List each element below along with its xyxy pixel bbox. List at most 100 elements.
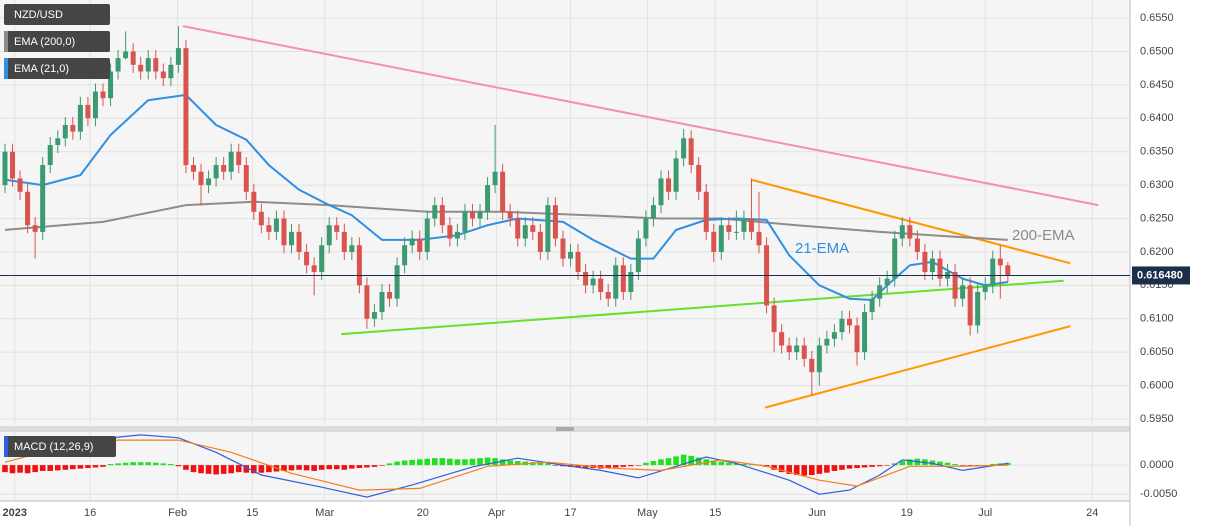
candle-body: [266, 225, 272, 232]
candle-body: [711, 231, 717, 252]
macd-histogram-bar: [62, 465, 69, 470]
macd-histogram-bar: [959, 465, 966, 466]
candle-body: [877, 285, 883, 299]
macd-histogram-bar: [771, 465, 777, 470]
candle-body: [236, 151, 242, 166]
candle-body: [251, 191, 257, 212]
candle-body: [794, 345, 800, 353]
candle-body: [379, 292, 385, 313]
candle-body: [40, 165, 46, 232]
candle-body: [108, 71, 114, 99]
candle-body: [485, 185, 491, 212]
candle-body: [982, 285, 988, 293]
candle-body: [10, 151, 16, 179]
candle-body: [326, 225, 332, 246]
last-price-tag: [1132, 266, 1190, 285]
candle-body: [289, 231, 295, 246]
macd-histogram-bar: [70, 465, 76, 470]
macd-histogram-bar: [100, 465, 106, 467]
candle-body: [515, 218, 521, 239]
candle-body: [703, 191, 709, 232]
macd-histogram-bar: [952, 463, 958, 466]
legend-box: [4, 58, 110, 79]
candle-body: [462, 211, 468, 232]
macd-histogram-bar: [326, 465, 333, 470]
candle-body: [394, 265, 400, 299]
macd-histogram-bar: [846, 465, 853, 469]
candle-body: [160, 71, 166, 79]
macd-histogram-bar: [748, 464, 755, 466]
candle-body: [304, 251, 310, 266]
macd-histogram-bar: [824, 465, 830, 473]
candle-body: [748, 218, 754, 232]
macd-histogram-bar: [115, 463, 121, 466]
candle-body: [884, 278, 890, 286]
macd-histogram-bar: [371, 465, 378, 467]
x-tick-label: 2023: [3, 507, 27, 519]
macd-histogram-bar: [741, 463, 747, 466]
macd-histogram-bar: [107, 463, 114, 466]
candle-body: [168, 64, 174, 79]
candle-body: [25, 191, 31, 226]
candle-body: [786, 345, 792, 353]
y-tick-label: -0.0050: [1140, 488, 1177, 500]
legend-box: [4, 31, 110, 52]
macd-histogram-bar: [635, 465, 642, 466]
macd-histogram-bar: [861, 465, 868, 468]
candle-body: [673, 158, 679, 192]
macd-histogram-bar: [379, 465, 385, 466]
candle-body: [402, 245, 408, 266]
candle-body: [756, 231, 762, 246]
macd-histogram-bar: [24, 465, 31, 474]
macd-histogram-bar: [439, 458, 446, 466]
macd-histogram-bar: [424, 458, 431, 466]
candle-body: [469, 211, 475, 219]
candle-body: [718, 225, 724, 252]
candle-body: [356, 245, 362, 286]
macd-histogram-bar: [17, 465, 23, 473]
macd-histogram-bar: [944, 462, 951, 466]
candle-body: [522, 225, 528, 239]
y-tick-label: 0.5950: [1140, 413, 1174, 425]
macd-histogram-bar: [688, 455, 694, 466]
candle-body: [862, 312, 868, 353]
candle-body: [258, 211, 264, 226]
candle-body: [319, 245, 325, 272]
candle-body: [726, 225, 732, 232]
macd-histogram-bar: [92, 465, 99, 468]
candle-body: [417, 238, 423, 252]
candle-body: [552, 205, 558, 239]
candle-body: [371, 312, 377, 319]
macd-histogram-bar: [311, 465, 317, 471]
candle-body: [2, 151, 8, 186]
macd-histogram-bar: [39, 465, 46, 471]
candle-body: [620, 265, 626, 293]
macd-histogram-bar: [2, 465, 8, 473]
macd-histogram-bar: [243, 465, 250, 473]
panel-divider[interactable]: [0, 426, 1130, 432]
macd-histogram-bar: [401, 460, 408, 466]
candle-body: [741, 218, 747, 232]
candle-body: [115, 58, 121, 72]
macd-histogram-bar: [47, 465, 54, 471]
candle-body: [341, 231, 347, 252]
candle-body: [696, 165, 702, 192]
last-price-label: 0.616480: [1137, 269, 1183, 281]
candle-body: [32, 225, 38, 232]
macd-histogram-bar: [605, 465, 612, 469]
macd-histogram-bar: [190, 465, 197, 473]
candle-body: [568, 251, 574, 259]
candle-body: [70, 124, 76, 132]
macd-histogram-bar: [349, 465, 355, 469]
macd-histogram-bar: [447, 458, 453, 466]
ema-line: [4, 200, 1008, 241]
candle-body: [273, 218, 279, 232]
candle-body: [507, 211, 513, 219]
candle-body: [816, 345, 822, 373]
y-tick-label: 0.0000: [1140, 459, 1174, 471]
y-tick-label: 0.6500: [1140, 45, 1174, 57]
candle-body: [997, 258, 1003, 266]
candle-body: [439, 205, 445, 226]
macd-histogram-bar: [168, 463, 174, 466]
macd-histogram-bar: [296, 465, 302, 470]
